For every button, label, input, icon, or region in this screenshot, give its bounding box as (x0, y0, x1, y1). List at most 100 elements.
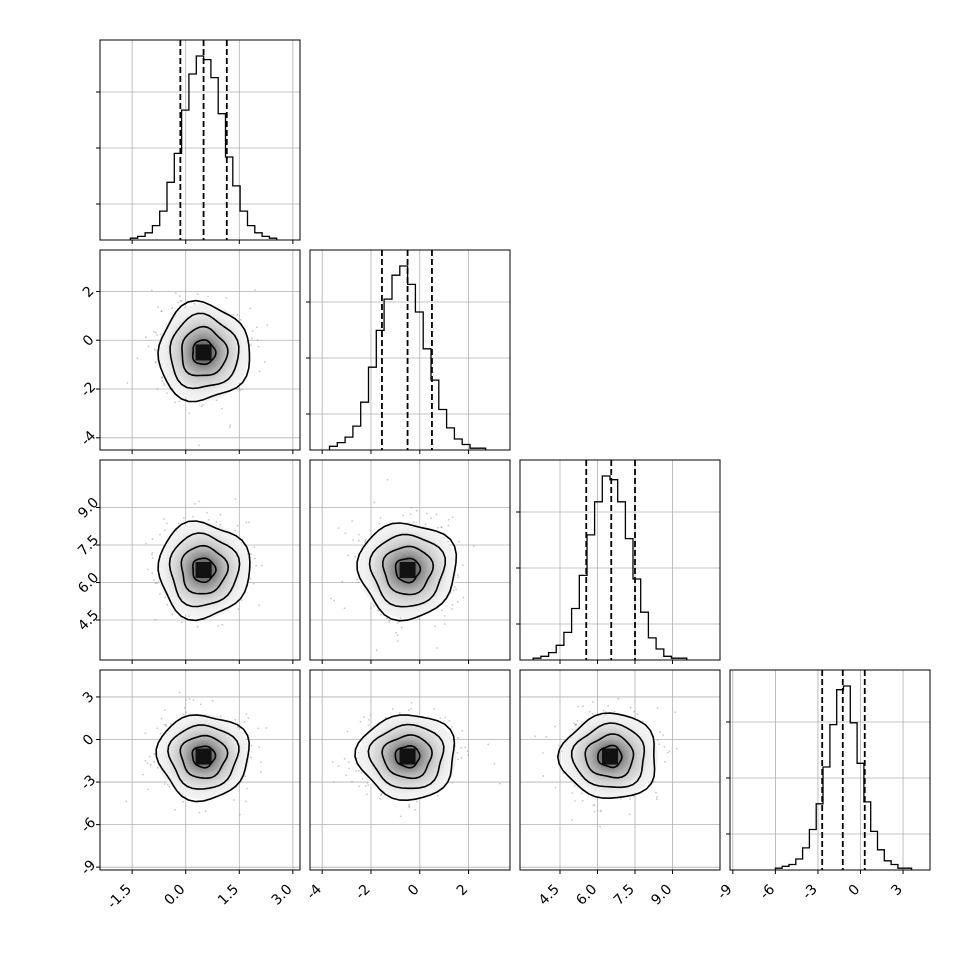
sample-point (145, 542, 148, 545)
sample-point (554, 786, 557, 789)
sample-point (169, 722, 172, 725)
sample-point (145, 336, 147, 339)
sample-point (188, 698, 191, 700)
scatter-panel-3-2 (519, 669, 721, 871)
sample-point (162, 382, 165, 385)
contour-1-sigma (584, 733, 635, 779)
sample-point (250, 344, 252, 346)
sample-point (160, 717, 163, 720)
sample-point (177, 522, 180, 525)
sample-point (361, 778, 364, 780)
sample-point (166, 783, 169, 786)
sample-point (425, 512, 428, 515)
sample-point (629, 706, 632, 709)
x-tick-label: 9.0 (648, 882, 675, 909)
sample-point (142, 773, 144, 776)
sample-point (337, 765, 340, 767)
sample-point (436, 647, 439, 649)
sample-point (229, 426, 231, 429)
sample-point (384, 716, 387, 719)
sample-point (153, 753, 156, 755)
sample-point (604, 711, 607, 713)
sample-point (416, 800, 418, 803)
contour-1-sigma (179, 734, 229, 780)
sample-point (666, 751, 669, 754)
sample-point (364, 785, 367, 787)
sample-point (202, 404, 204, 406)
contour-0.5-sigma (394, 557, 422, 584)
sample-point (147, 788, 150, 791)
sample-point (562, 772, 565, 774)
sample-point (196, 293, 199, 296)
sample-point (591, 701, 594, 703)
sample-point (239, 318, 242, 321)
sample-point (676, 747, 678, 750)
sample-point (182, 713, 185, 716)
sample-point (344, 532, 347, 535)
contour-1-sigma (381, 734, 433, 780)
sample-point (260, 761, 262, 764)
sample-point (163, 723, 166, 726)
sample-point (251, 337, 253, 340)
sample-point (194, 503, 196, 505)
sample-point (458, 540, 460, 543)
sample-point (215, 521, 218, 524)
sample-point (487, 743, 490, 746)
sample-point (602, 709, 605, 712)
sample-point (188, 615, 190, 617)
sample-point (337, 527, 340, 529)
sample-point (154, 349, 157, 352)
sample-point (149, 763, 152, 766)
sample-point (577, 705, 580, 708)
x-tick-label: 0 (405, 882, 423, 900)
contour-0.5-sigma (191, 557, 217, 583)
sample-point (153, 761, 156, 763)
sample-point (160, 376, 163, 379)
sample-point (153, 330, 155, 333)
sample-point (255, 564, 257, 567)
sample-point (193, 302, 196, 305)
sample-point (178, 400, 181, 403)
density-peak (195, 748, 212, 765)
sample-point (174, 401, 177, 404)
sample-point (545, 735, 548, 738)
sample-point (443, 623, 446, 625)
sample-point (185, 711, 188, 714)
sample-point (576, 719, 579, 722)
sample-point (402, 514, 405, 517)
sample-point (163, 518, 166, 520)
x-tick-label: -4 (304, 881, 325, 902)
sample-point (181, 621, 183, 624)
sample-point (200, 405, 203, 408)
sample-point (219, 715, 222, 717)
sample-point (414, 808, 417, 811)
sample-point (599, 825, 601, 828)
sample-point (367, 724, 370, 726)
sample-point (125, 800, 128, 803)
sample-point (444, 716, 447, 719)
contour-1.5-sigma (368, 533, 446, 608)
sample-point (184, 706, 186, 709)
contour-2-sigma (157, 520, 251, 622)
sample-point (388, 619, 391, 622)
sample-point (656, 796, 658, 798)
sample-point (629, 798, 632, 800)
sample-point (179, 300, 182, 302)
sample-point (498, 782, 501, 785)
sample-point (451, 603, 454, 606)
density-peak (195, 562, 212, 578)
sample-point (126, 382, 129, 384)
sample-point (148, 755, 151, 758)
contour-2-sigma (556, 712, 656, 800)
sample-point (662, 734, 664, 736)
y-tick-label: 9.0 (75, 495, 102, 522)
histogram-step-2 (532, 475, 688, 660)
y-tick-label: 4.5 (75, 607, 102, 634)
sample-point (664, 760, 666, 763)
contour-1-sigma (181, 325, 229, 377)
sample-point (493, 762, 496, 765)
sample-point (408, 709, 410, 711)
sample-point (386, 478, 389, 481)
histogram-step-1 (328, 265, 487, 450)
sample-point (159, 732, 162, 735)
